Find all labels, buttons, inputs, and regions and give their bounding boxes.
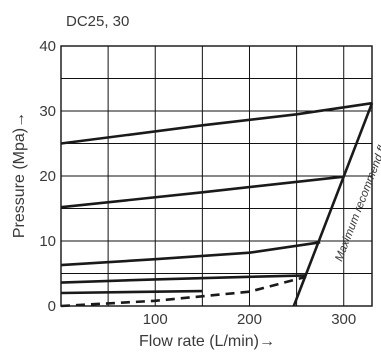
max-flow-annotation: Maximum recommend flow — [333, 130, 381, 263]
plot-frame — [60, 45, 373, 307]
curve-series-5 — [60, 289, 203, 295]
x-tick-label: 100 — [143, 311, 168, 328]
chart-ticks: 100 200 300 0 10 20 30 40 — [39, 38, 356, 328]
curve-series-4 — [60, 274, 307, 284]
x-tick-label: 200 — [237, 311, 262, 328]
y-tick-label: 30 — [39, 103, 56, 120]
y-tick-label: 0 — [48, 298, 56, 315]
x-tick-label: 300 — [331, 311, 356, 328]
y-axis-title: Pressure (Mpa)→ — [11, 112, 28, 238]
curve-series-3 — [60, 241, 321, 267]
curve-series-1 — [60, 101, 373, 145]
curve-series-7 — [292, 102, 374, 307]
x-axis-title: Flow rate (L/min)→ — [139, 333, 275, 350]
model-label: DC25, 30 — [66, 13, 129, 30]
chart-curves — [60, 101, 374, 308]
chart-grid — [60, 45, 373, 307]
y-tick-label: 40 — [39, 38, 56, 55]
curve-series-2 — [60, 175, 344, 209]
y-tick-label: 10 — [39, 233, 56, 250]
y-tick-label: 20 — [39, 168, 56, 185]
curve-series-6 — [60, 275, 307, 308]
